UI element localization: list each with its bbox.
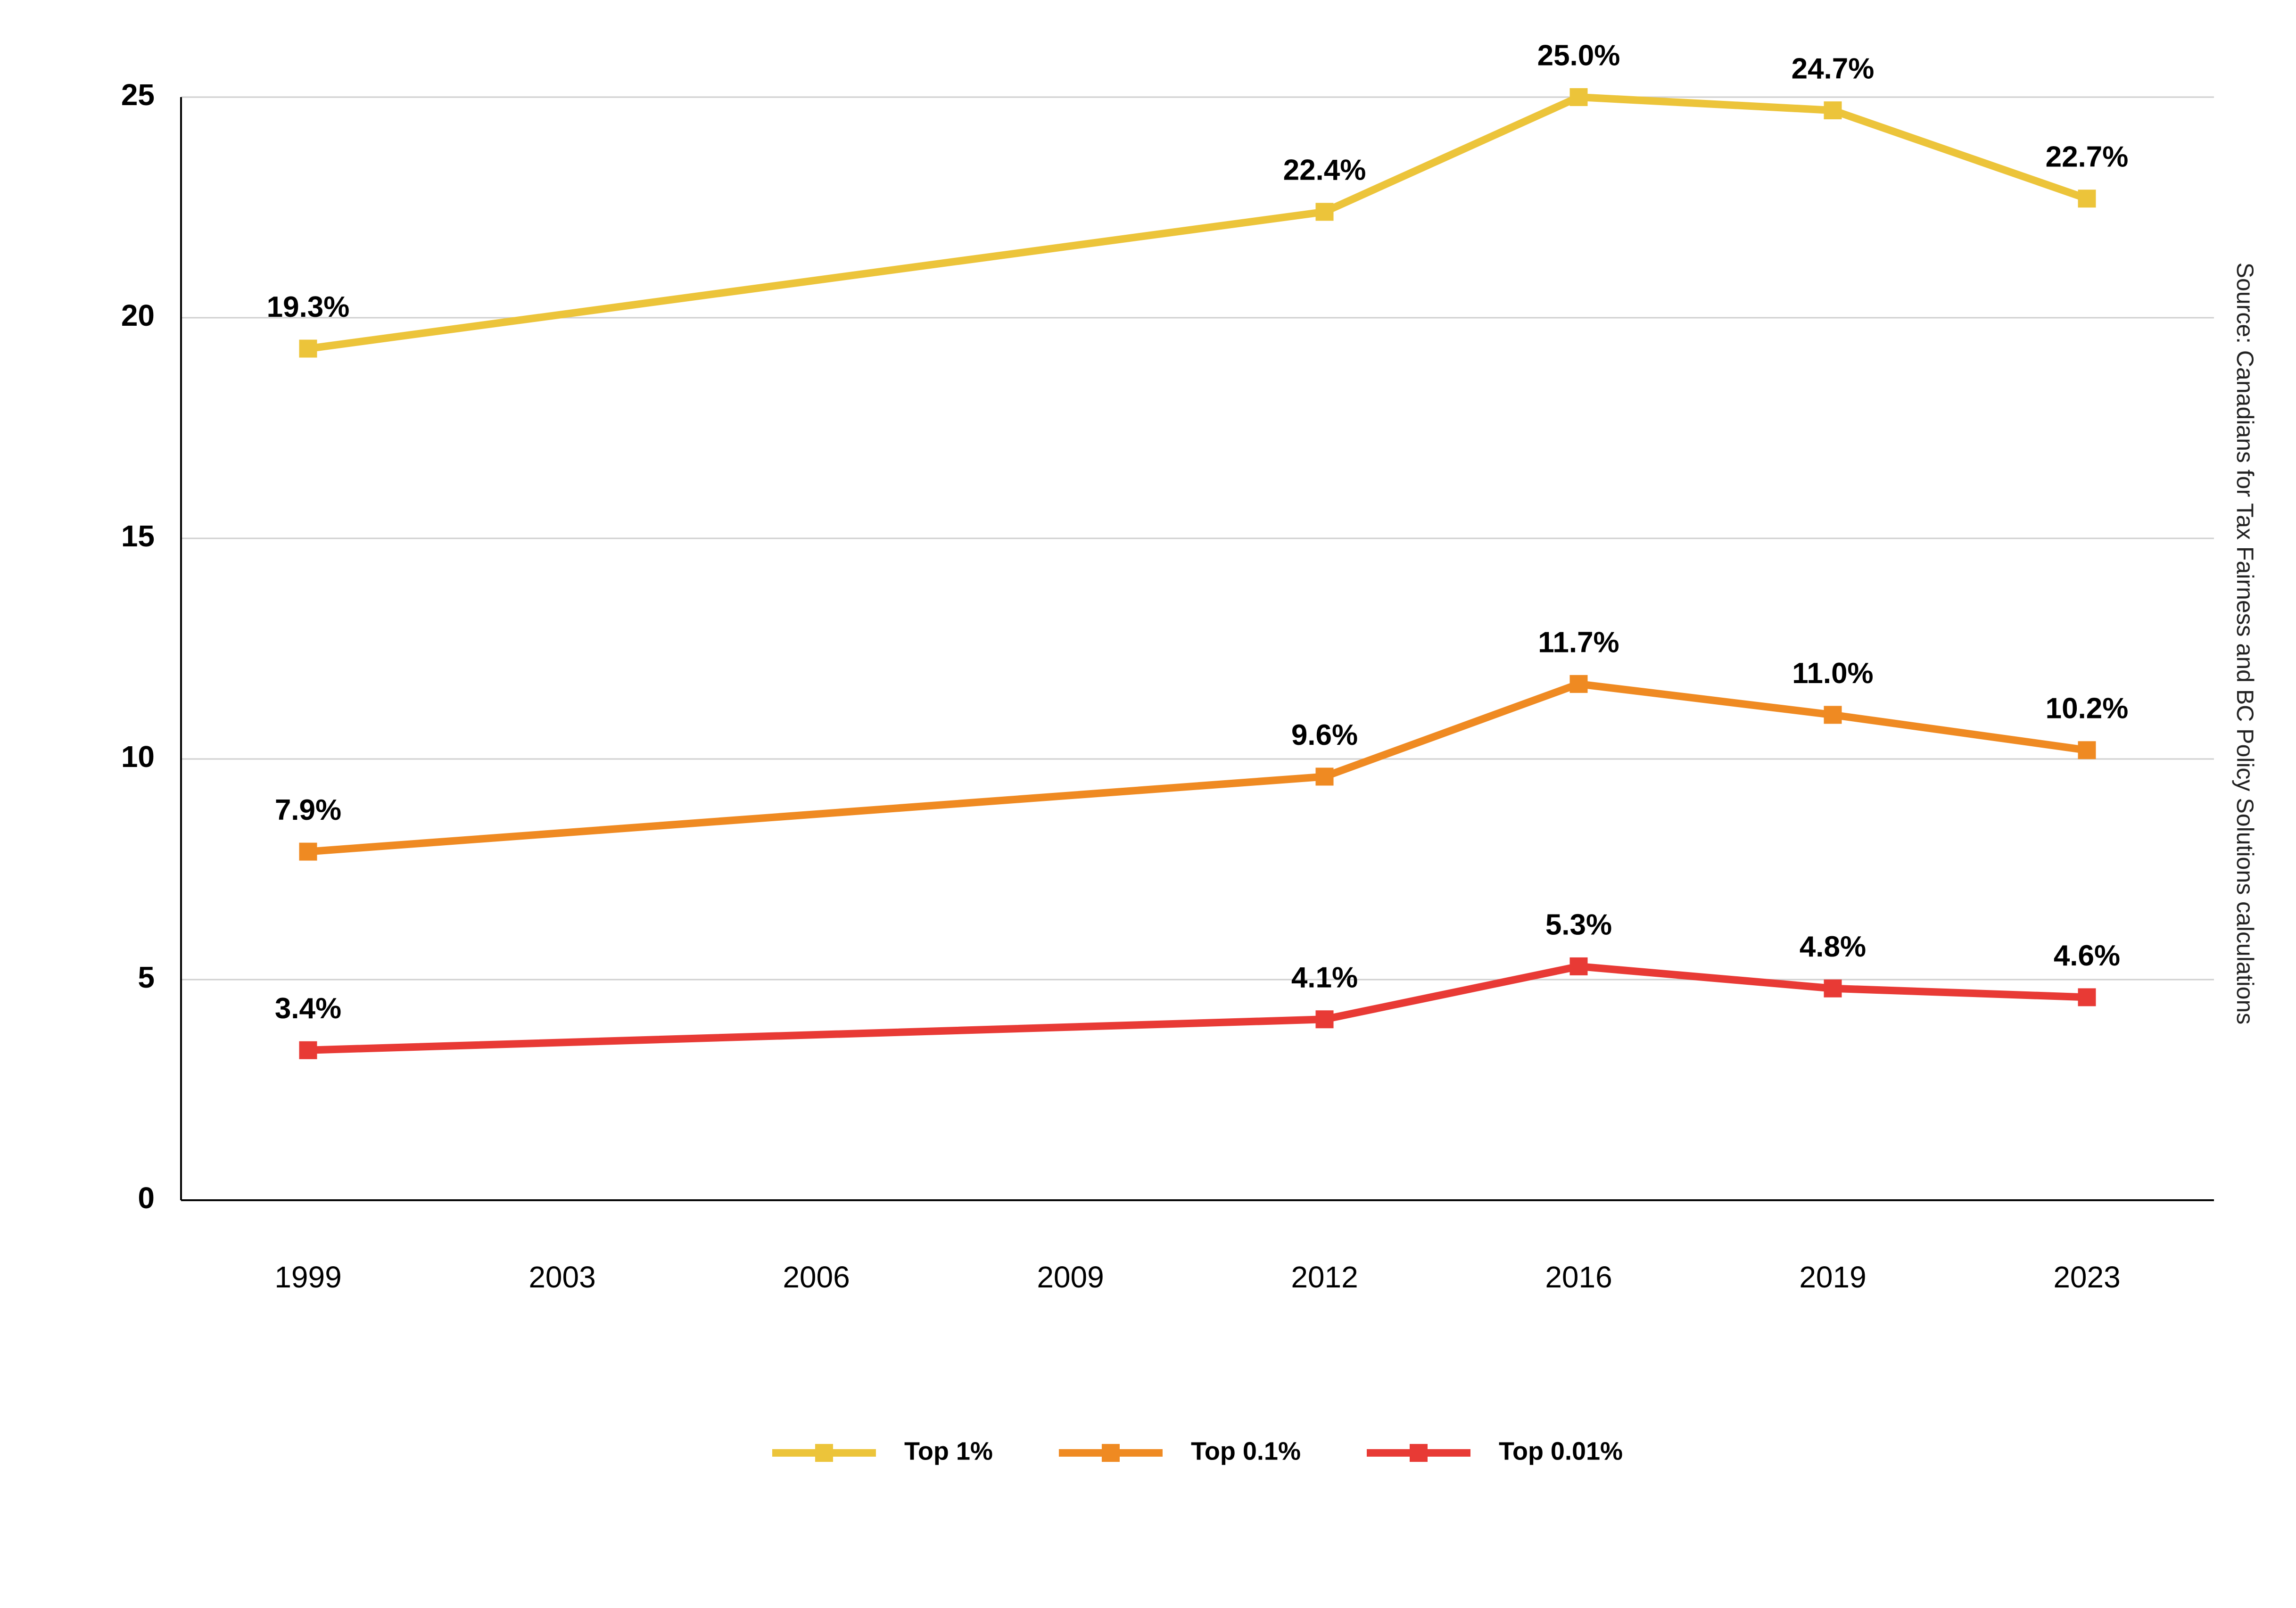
point-marker	[299, 339, 317, 358]
point-marker	[1569, 675, 1588, 693]
data-label: 4.6%	[2054, 940, 2120, 972]
point-marker	[1315, 767, 1334, 786]
point-marker	[2078, 741, 2096, 759]
legend-label: Top 0.1%	[1191, 1437, 1301, 1465]
point-marker	[1824, 706, 1842, 724]
data-label: 22.4%	[1283, 154, 1366, 187]
point-marker	[2078, 190, 2096, 208]
data-label: 4.8%	[1800, 931, 1866, 963]
legend-marker	[1101, 1444, 1120, 1462]
x-tick-label: 2016	[1545, 1260, 1612, 1294]
point-marker	[1569, 88, 1588, 106]
series-line	[307, 93, 2089, 353]
data-label: 10.2%	[2046, 693, 2129, 725]
legend-marker	[1409, 1444, 1428, 1462]
point-marker	[2078, 988, 2096, 1006]
point-marker	[1824, 979, 1842, 998]
legend-label: Top 0.01%	[1499, 1437, 1623, 1465]
x-tick-label: 2012	[1291, 1260, 1358, 1294]
x-tick-label: 2023	[2053, 1260, 2120, 1294]
data-label: 5.3%	[1545, 908, 1612, 941]
y-tick-label: 10	[121, 740, 155, 774]
series-line	[307, 680, 2088, 856]
x-tick-label: 2019	[1799, 1260, 1866, 1294]
data-label: 22.7%	[2046, 141, 2129, 173]
data-label: 9.6%	[1291, 719, 1358, 751]
data-label: 11.0%	[1792, 657, 1873, 690]
point-marker	[1315, 203, 1334, 221]
data-label: 4.1%	[1291, 962, 1358, 994]
legend-label: Top 1%	[904, 1437, 993, 1465]
data-label: 3.4%	[275, 992, 341, 1025]
x-tick-label: 2006	[783, 1260, 850, 1294]
data-label: 19.3%	[267, 291, 350, 323]
x-tick-label: 2003	[529, 1260, 595, 1294]
data-label: 25.0%	[1537, 39, 1620, 72]
y-tick-label: 20	[121, 298, 155, 332]
point-marker	[1569, 957, 1588, 975]
y-tick-label: 5	[138, 960, 155, 994]
source-note: Source: Canadians for Tax Fairness and B…	[2232, 263, 2258, 1025]
y-tick-label: 25	[121, 78, 155, 112]
y-tick-label: 15	[121, 519, 155, 553]
data-label: 24.7%	[1792, 52, 1875, 85]
point-marker	[299, 1041, 317, 1059]
point-marker	[1315, 1010, 1334, 1029]
data-label: 11.7%	[1538, 626, 1619, 659]
y-tick-label: 0	[138, 1181, 155, 1215]
point-marker	[1824, 101, 1842, 120]
point-marker	[299, 842, 317, 861]
data-label: 7.9%	[275, 794, 341, 826]
x-tick-label: 1999	[274, 1260, 341, 1294]
x-tick-label: 2009	[1037, 1260, 1104, 1294]
legend: Top 1% Top 0.1% Top 0.01%	[772, 1437, 1623, 1465]
legend-marker	[815, 1444, 833, 1462]
